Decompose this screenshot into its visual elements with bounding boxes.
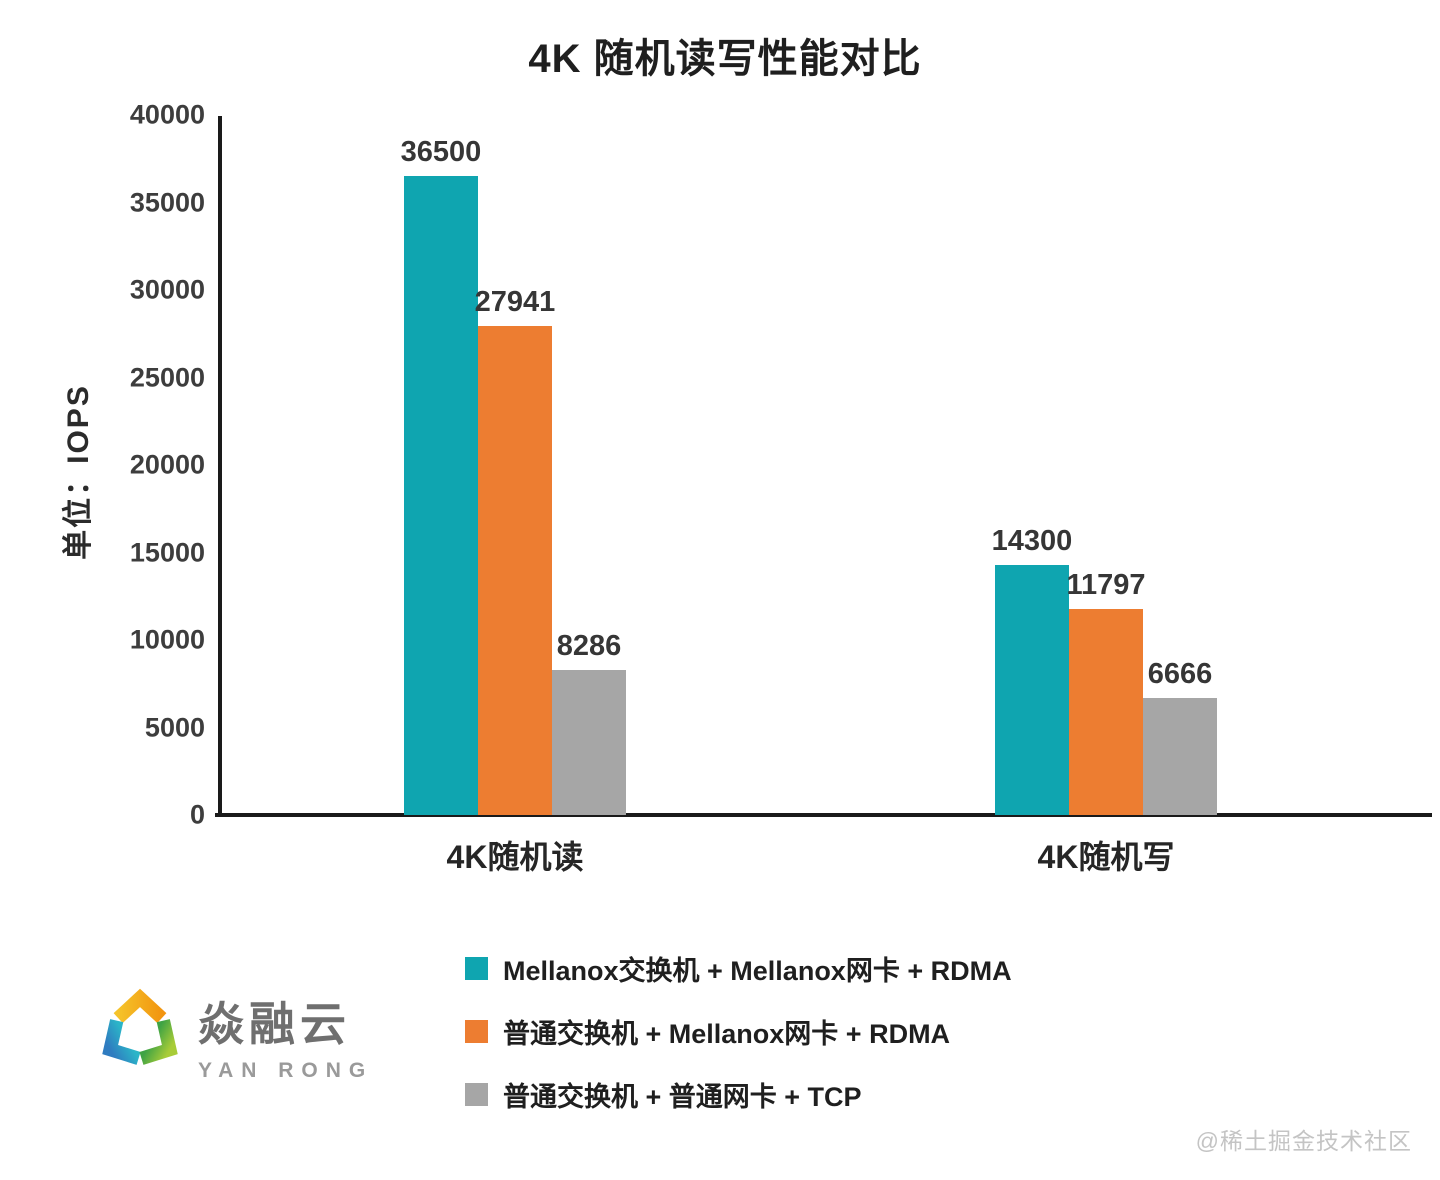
y-tick-label: 0 — [189, 799, 205, 830]
legend-label: 普通交换机 + Mellanox网卡 + RDMA — [503, 1019, 951, 1049]
bar-value-label: 8286 — [556, 630, 622, 662]
bar-value-label: 6666 — [1147, 658, 1213, 690]
yanrong-logo: 焱融云 YAN RONG — [98, 978, 373, 1083]
legend-swatch-icon — [465, 1020, 488, 1043]
legend: Mellanox交换机 + Mellanox网卡 + RDMA 普通交换机 + M… — [465, 948, 1012, 1115]
bar-value-label: 36500 — [400, 136, 482, 168]
legend-label: 普通交换机 + 普通网卡 + TCP — [503, 1082, 862, 1112]
y-tick-label: 25000 — [129, 362, 205, 392]
bar-4K随机读-series3 — [552, 670, 626, 815]
y-axis-line — [218, 116, 222, 816]
legend-label: Mellanox交换机 + Mellanox网卡 + RDMA — [503, 956, 1012, 986]
x-axis-line — [215, 813, 1432, 817]
logo-name-cn: 焱融云 — [198, 998, 351, 1050]
chart-title: 4K 随机读写性能对比 — [528, 37, 922, 81]
bar-4K随机读-series2 — [478, 326, 552, 815]
bar-4K随机读-series1 — [404, 176, 478, 815]
y-tick-label: 5000 — [144, 712, 205, 742]
legend-item: 普通交换机 + Mellanox网卡 + RDMA — [465, 1011, 1012, 1052]
bar-value-label: 11797 — [1066, 569, 1146, 601]
y-tick-label: 30000 — [129, 274, 205, 305]
legend-swatch-icon — [465, 1083, 488, 1106]
bar-value-label: 27941 — [474, 286, 556, 318]
y-tick-label: 40000 — [129, 99, 205, 130]
y-tick-label: 10000 — [129, 624, 205, 655]
y-tick-label: 15000 — [129, 537, 205, 567]
legend-item: Mellanox交换机 + Mellanox网卡 + RDMA — [465, 948, 1012, 989]
yanrong-logo-text: 焱融云 YAN RONG — [198, 988, 373, 1083]
bar-4K随机写-series3 — [1143, 698, 1217, 815]
y-tick-label: 20000 — [129, 449, 205, 480]
y-tick-label: 35000 — [129, 187, 205, 217]
legend-swatch-icon — [465, 957, 488, 980]
legend-item: 普通交换机 + 普通网卡 + TCP — [465, 1074, 1012, 1115]
x-category-label: 4K随机读 — [446, 839, 584, 875]
watermark: @稀土掘金技术社区 — [1195, 1128, 1412, 1154]
bar-4K随机写-series1 — [995, 565, 1069, 815]
x-category-label: 4K随机写 — [1037, 839, 1175, 875]
yanrong-logo-icon — [102, 988, 178, 1065]
bar-value-label: 14300 — [991, 525, 1073, 557]
bar-4K随机写-series2 — [1069, 609, 1143, 815]
logo-name-en: YAN RONG — [198, 1059, 374, 1082]
